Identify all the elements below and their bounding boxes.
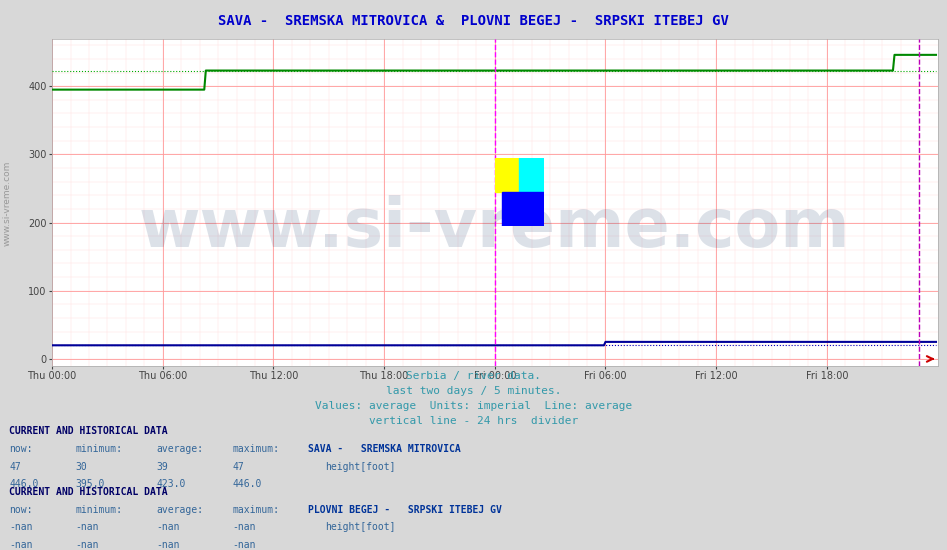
Text: height[foot]: height[foot] [325,461,395,472]
Text: -nan: -nan [9,522,33,532]
Text: average:: average: [156,504,204,515]
Text: PLOVNI BEGEJ -   SRPSKI ITEBEJ GV: PLOVNI BEGEJ - SRPSKI ITEBEJ GV [308,504,502,515]
Text: SAVA -  SREMSKA MITROVICA &  PLOVNI BEGEJ -  SRPSKI ITEBEJ GV: SAVA - SREMSKA MITROVICA & PLOVNI BEGEJ … [218,14,729,28]
Text: -nan: -nan [232,540,256,550]
Bar [519,158,544,192]
Text: height[foot]: height[foot] [325,522,395,532]
Text: CURRENT AND HISTORICAL DATA: CURRENT AND HISTORICAL DATA [9,426,169,437]
Text: 446.0: 446.0 [9,479,39,490]
Text: 47: 47 [9,461,21,472]
Text: 39: 39 [156,461,168,472]
Text: maximum:: maximum: [232,444,279,454]
Text: 30: 30 [76,461,87,472]
Text: -nan: -nan [9,540,33,550]
Text: 446.0: 446.0 [232,479,261,490]
Text: now:: now: [9,504,33,515]
Text: maximum:: maximum: [232,504,279,515]
Text: minimum:: minimum: [76,444,123,454]
Bar [495,158,519,192]
Text: SAVA -   SREMSKA MITROVICA: SAVA - SREMSKA MITROVICA [308,444,460,454]
Text: minimum:: minimum: [76,504,123,515]
Text: -nan: -nan [76,522,99,532]
Text: now:: now: [9,444,33,454]
Text: 47: 47 [232,461,243,472]
Text: 395.0: 395.0 [76,479,105,490]
Text: Serbia / river data.
last two days / 5 minutes.
Values: average  Units: imperial: Serbia / river data. last two days / 5 m… [314,371,633,426]
Text: www.si-vreme.com: www.si-vreme.com [139,195,850,261]
Bar [502,192,544,226]
Text: -nan: -nan [156,540,180,550]
Text: -nan: -nan [232,522,256,532]
Text: www.si-vreme.com: www.si-vreme.com [2,161,11,246]
Text: CURRENT AND HISTORICAL DATA: CURRENT AND HISTORICAL DATA [9,487,169,497]
Text: -nan: -nan [156,522,180,532]
Text: -nan: -nan [76,540,99,550]
Text: 423.0: 423.0 [156,479,186,490]
Text: average:: average: [156,444,204,454]
